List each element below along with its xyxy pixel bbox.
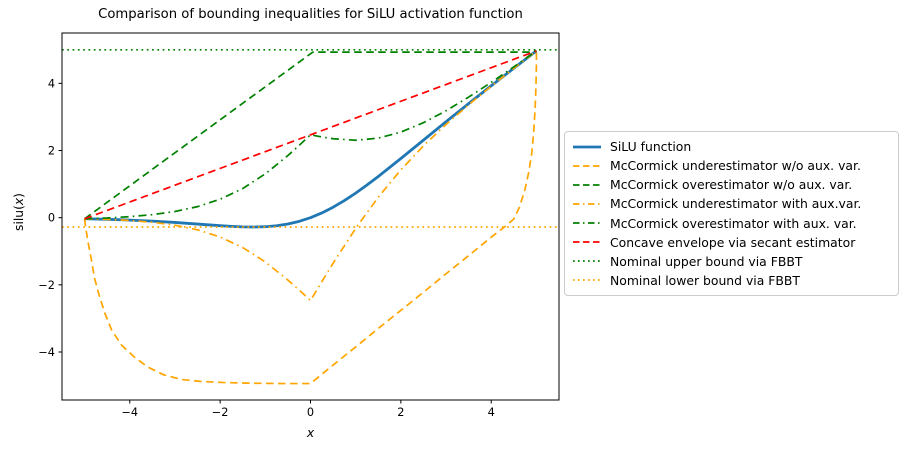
legend-item-label: McCormick overestimator with aux. var.: [610, 215, 857, 231]
series-line-4: [84, 50, 537, 220]
y-tick-label: 0: [48, 212, 55, 225]
axis-ticks: −4 −2 0 2 4 −4 −2 0 2 4: [38, 77, 494, 419]
legend-line-sample: [573, 203, 601, 205]
x-tick-label: 4: [488, 406, 495, 419]
legend-item-label: Nominal lower bound via FBBT: [610, 272, 800, 288]
legend-item-2: McCormick overestimator w/o aux. var.: [572, 175, 891, 194]
legend-line-sample: [573, 145, 601, 148]
legend-line-sample: [573, 183, 601, 186]
series-group: [62, 48, 559, 385]
y-tick-label: 4: [48, 77, 55, 90]
x-tick-label: −4: [121, 406, 138, 419]
legend: SiLU function McCormick underestimator w/…: [564, 131, 899, 296]
x-tick-label: 0: [307, 406, 314, 419]
legend-item-label: McCormick overestimator w/o aux. var.: [610, 177, 853, 193]
legend-item-6: Nominal upper bound via FBBT: [572, 252, 891, 271]
legend-item-label: Concave envelope via secant estimator: [610, 234, 856, 250]
legend-line-sample: [573, 260, 601, 263]
legend-item-label: Nominal upper bound via FBBT: [610, 253, 803, 269]
legend-item-4: McCormick overestimator with aux. var.: [572, 214, 891, 233]
series-line-1: [83, 50, 538, 385]
legend-line-sample: [573, 164, 601, 167]
legend-item-label: SiLU function: [610, 139, 692, 155]
legend-item-1: McCormick underestimator w/o aux. var.: [572, 156, 891, 175]
legend-item-5: Concave envelope via secant estimator: [572, 233, 891, 252]
chart-title: Comparison of bounding inequalities for …: [98, 7, 523, 22]
series-line-2: [84, 50, 537, 220]
x-axis-label: x: [306, 426, 315, 440]
series-line-0: [84, 49, 538, 229]
legend-item-7: Nominal lower bound via FBBT: [572, 271, 891, 290]
legend-line-sample: [573, 279, 601, 282]
legend-item-0: SiLU function: [572, 137, 891, 156]
legend-item-label: McCormick underestimator w/o aux. var.: [610, 158, 861, 174]
series-line-3: [84, 50, 537, 302]
legend-item-label: McCormick underestimator with aux.var.: [610, 196, 862, 212]
series-line-5: [84, 50, 537, 220]
x-tick-label: −2: [212, 406, 229, 419]
legend-line-sample: [573, 241, 601, 244]
legend-line-sample: [573, 222, 601, 224]
x-tick-label: 2: [397, 406, 404, 419]
y-tick-label: −4: [38, 346, 55, 359]
legend-item-3: McCormick underestimator with aux.var.: [572, 194, 891, 213]
y-axis-label: silu(x): [12, 193, 26, 231]
y-tick-label: −2: [38, 279, 55, 292]
y-tick-label: 2: [48, 145, 55, 158]
